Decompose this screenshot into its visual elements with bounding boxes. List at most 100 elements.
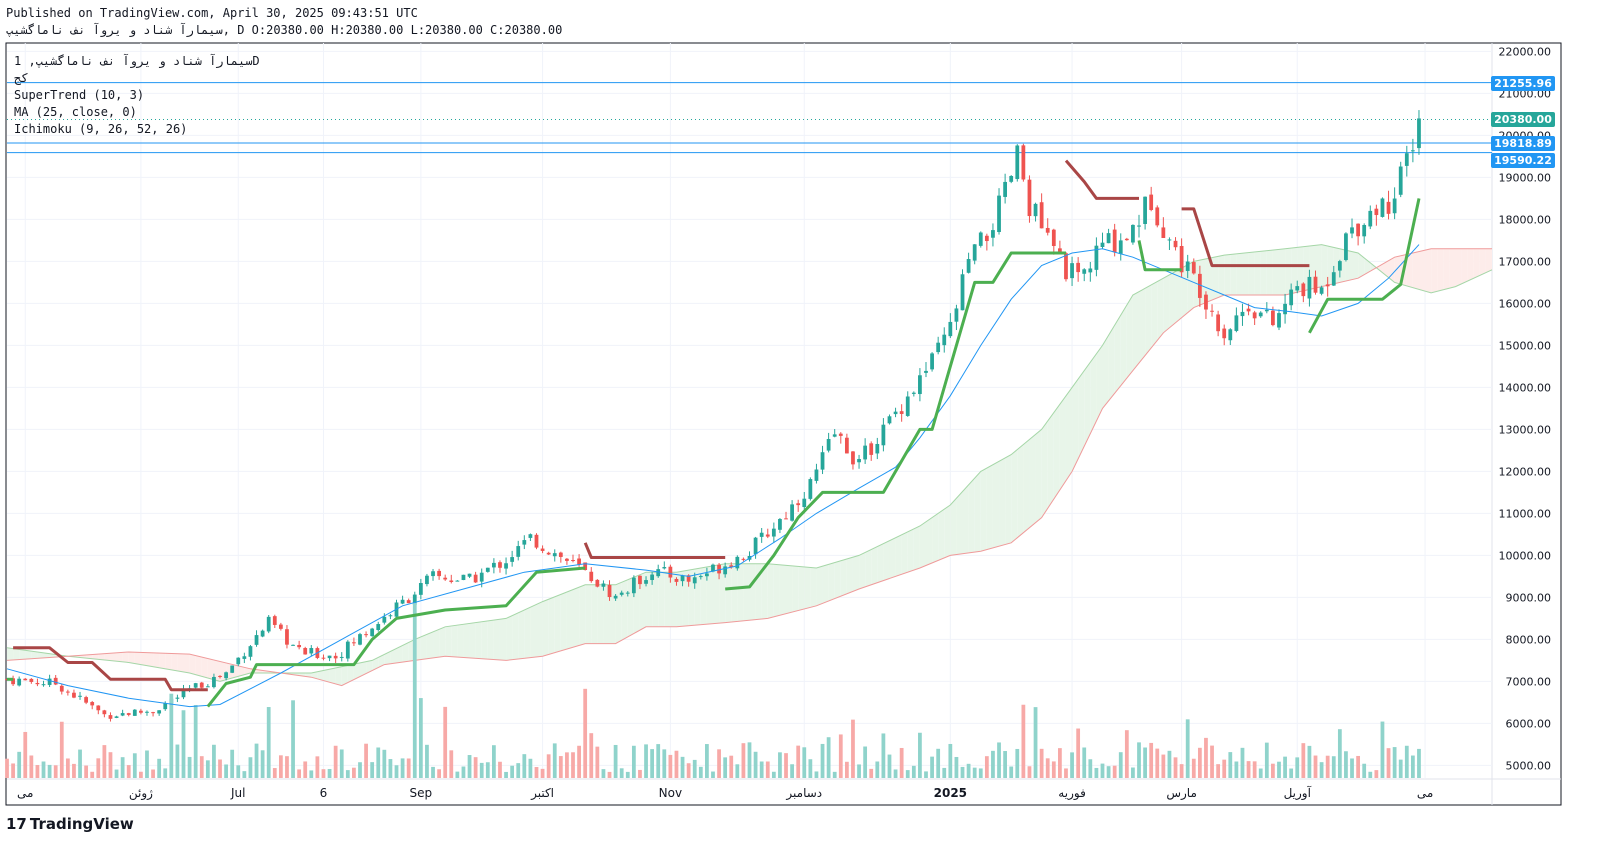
candle xyxy=(997,195,1001,233)
cloud-segment xyxy=(1120,305,1127,386)
cloud-segment xyxy=(907,528,914,573)
candle xyxy=(1380,198,1385,217)
volume-bar xyxy=(942,767,947,778)
cloud-segment xyxy=(487,620,494,660)
candle xyxy=(966,259,971,273)
volume-bar xyxy=(1283,756,1287,778)
candle xyxy=(844,437,849,454)
volume-bar xyxy=(254,743,259,778)
supertrend-up xyxy=(725,251,1066,591)
volume-bar xyxy=(291,700,295,778)
candle xyxy=(960,274,965,311)
volume-bar xyxy=(139,771,143,778)
candle xyxy=(808,479,813,499)
cloud-segment xyxy=(366,660,373,674)
cloud-segment xyxy=(834,560,841,599)
tradingview-logo[interactable]: 17 TradingView xyxy=(6,815,134,833)
legend-supertrend[interactable]: SuperTrend (10, 3) xyxy=(14,88,145,102)
candle xyxy=(528,534,533,538)
price-tag-level-1: 19818.89 xyxy=(1491,136,1555,151)
volume-bar xyxy=(808,759,813,778)
candle xyxy=(1246,308,1251,312)
volume-bar xyxy=(1185,719,1190,778)
candle xyxy=(1161,227,1166,238)
volume-bar xyxy=(918,732,922,778)
candle xyxy=(1051,229,1056,247)
cloud-segment xyxy=(1072,379,1079,472)
candle xyxy=(705,573,709,577)
candle xyxy=(479,572,484,582)
cloud-segment xyxy=(615,582,622,644)
candle xyxy=(838,433,843,436)
candle xyxy=(29,678,34,682)
cloud-segment xyxy=(524,607,531,659)
volume-bar xyxy=(1356,755,1360,778)
volume-bar xyxy=(711,771,715,778)
candle xyxy=(461,574,466,581)
candle xyxy=(723,566,728,575)
candle xyxy=(516,546,521,557)
legend-sub: کج xyxy=(14,71,29,85)
volume-bar xyxy=(698,766,703,778)
cloud-segment xyxy=(737,563,744,622)
legend-ichimoku[interactable]: Ichimoku (9, 26, 52, 26) xyxy=(14,122,188,136)
cloud-segment xyxy=(658,572,665,627)
candle xyxy=(1124,238,1129,241)
cloud-segment xyxy=(31,651,38,659)
candle xyxy=(139,710,143,713)
y-tick-label: 11000.00 xyxy=(1499,507,1552,520)
cloud-segment xyxy=(1218,255,1225,298)
volume-bar xyxy=(1246,761,1251,778)
cloud-segment xyxy=(433,629,440,658)
volume-bar xyxy=(1021,704,1026,778)
cloud-segment xyxy=(463,623,470,658)
candle xyxy=(583,562,588,571)
candle xyxy=(1362,224,1367,237)
volume-bar xyxy=(41,761,46,778)
legend-ma[interactable]: MA (25, close, 0) xyxy=(14,105,137,119)
cloud-segment xyxy=(341,665,348,686)
volume-bar xyxy=(613,744,618,778)
candle xyxy=(102,710,107,715)
cloud-segment xyxy=(335,666,342,686)
candle xyxy=(1039,202,1044,229)
cloud-segment xyxy=(852,555,860,592)
cloud-segment xyxy=(499,618,507,661)
volume-bar xyxy=(205,760,210,778)
cloud-segment xyxy=(712,564,720,624)
volume-bar xyxy=(1398,759,1403,778)
cloud-segment xyxy=(986,464,993,550)
volume-bar xyxy=(1392,747,1397,778)
volume-bar xyxy=(382,749,387,778)
volume-bar xyxy=(595,746,600,778)
cloud-segment xyxy=(992,461,1000,548)
cloud-segment xyxy=(1163,274,1170,333)
price-tag-resistance: 21255.96 xyxy=(1491,75,1555,91)
cloud-segment xyxy=(1029,434,1036,528)
y-tick-label: 10000.00 xyxy=(1499,549,1552,562)
cloud-segment xyxy=(396,645,403,663)
volume-bar xyxy=(832,771,837,778)
volume-bar xyxy=(1301,743,1306,778)
candle xyxy=(17,678,22,686)
candle xyxy=(108,715,113,719)
candle xyxy=(1356,223,1360,237)
supertrend-down xyxy=(13,646,208,692)
volume-bar xyxy=(339,749,344,778)
cloud-segment xyxy=(548,596,555,655)
volume-bar xyxy=(960,766,965,778)
cloud-segment xyxy=(798,566,805,611)
volume-bar xyxy=(930,756,934,778)
volume-bar xyxy=(370,762,375,778)
price-tag-last: 20380.00 xyxy=(1491,112,1555,128)
candle xyxy=(1064,253,1068,280)
cloud-segment xyxy=(554,594,561,653)
cloud-segment xyxy=(153,652,160,668)
volume-bar xyxy=(388,759,393,778)
volume-bar xyxy=(242,771,247,778)
volume-bar xyxy=(686,763,691,778)
supertrend-down xyxy=(1181,207,1310,268)
volume-bar xyxy=(1082,747,1087,778)
candle xyxy=(954,308,959,322)
